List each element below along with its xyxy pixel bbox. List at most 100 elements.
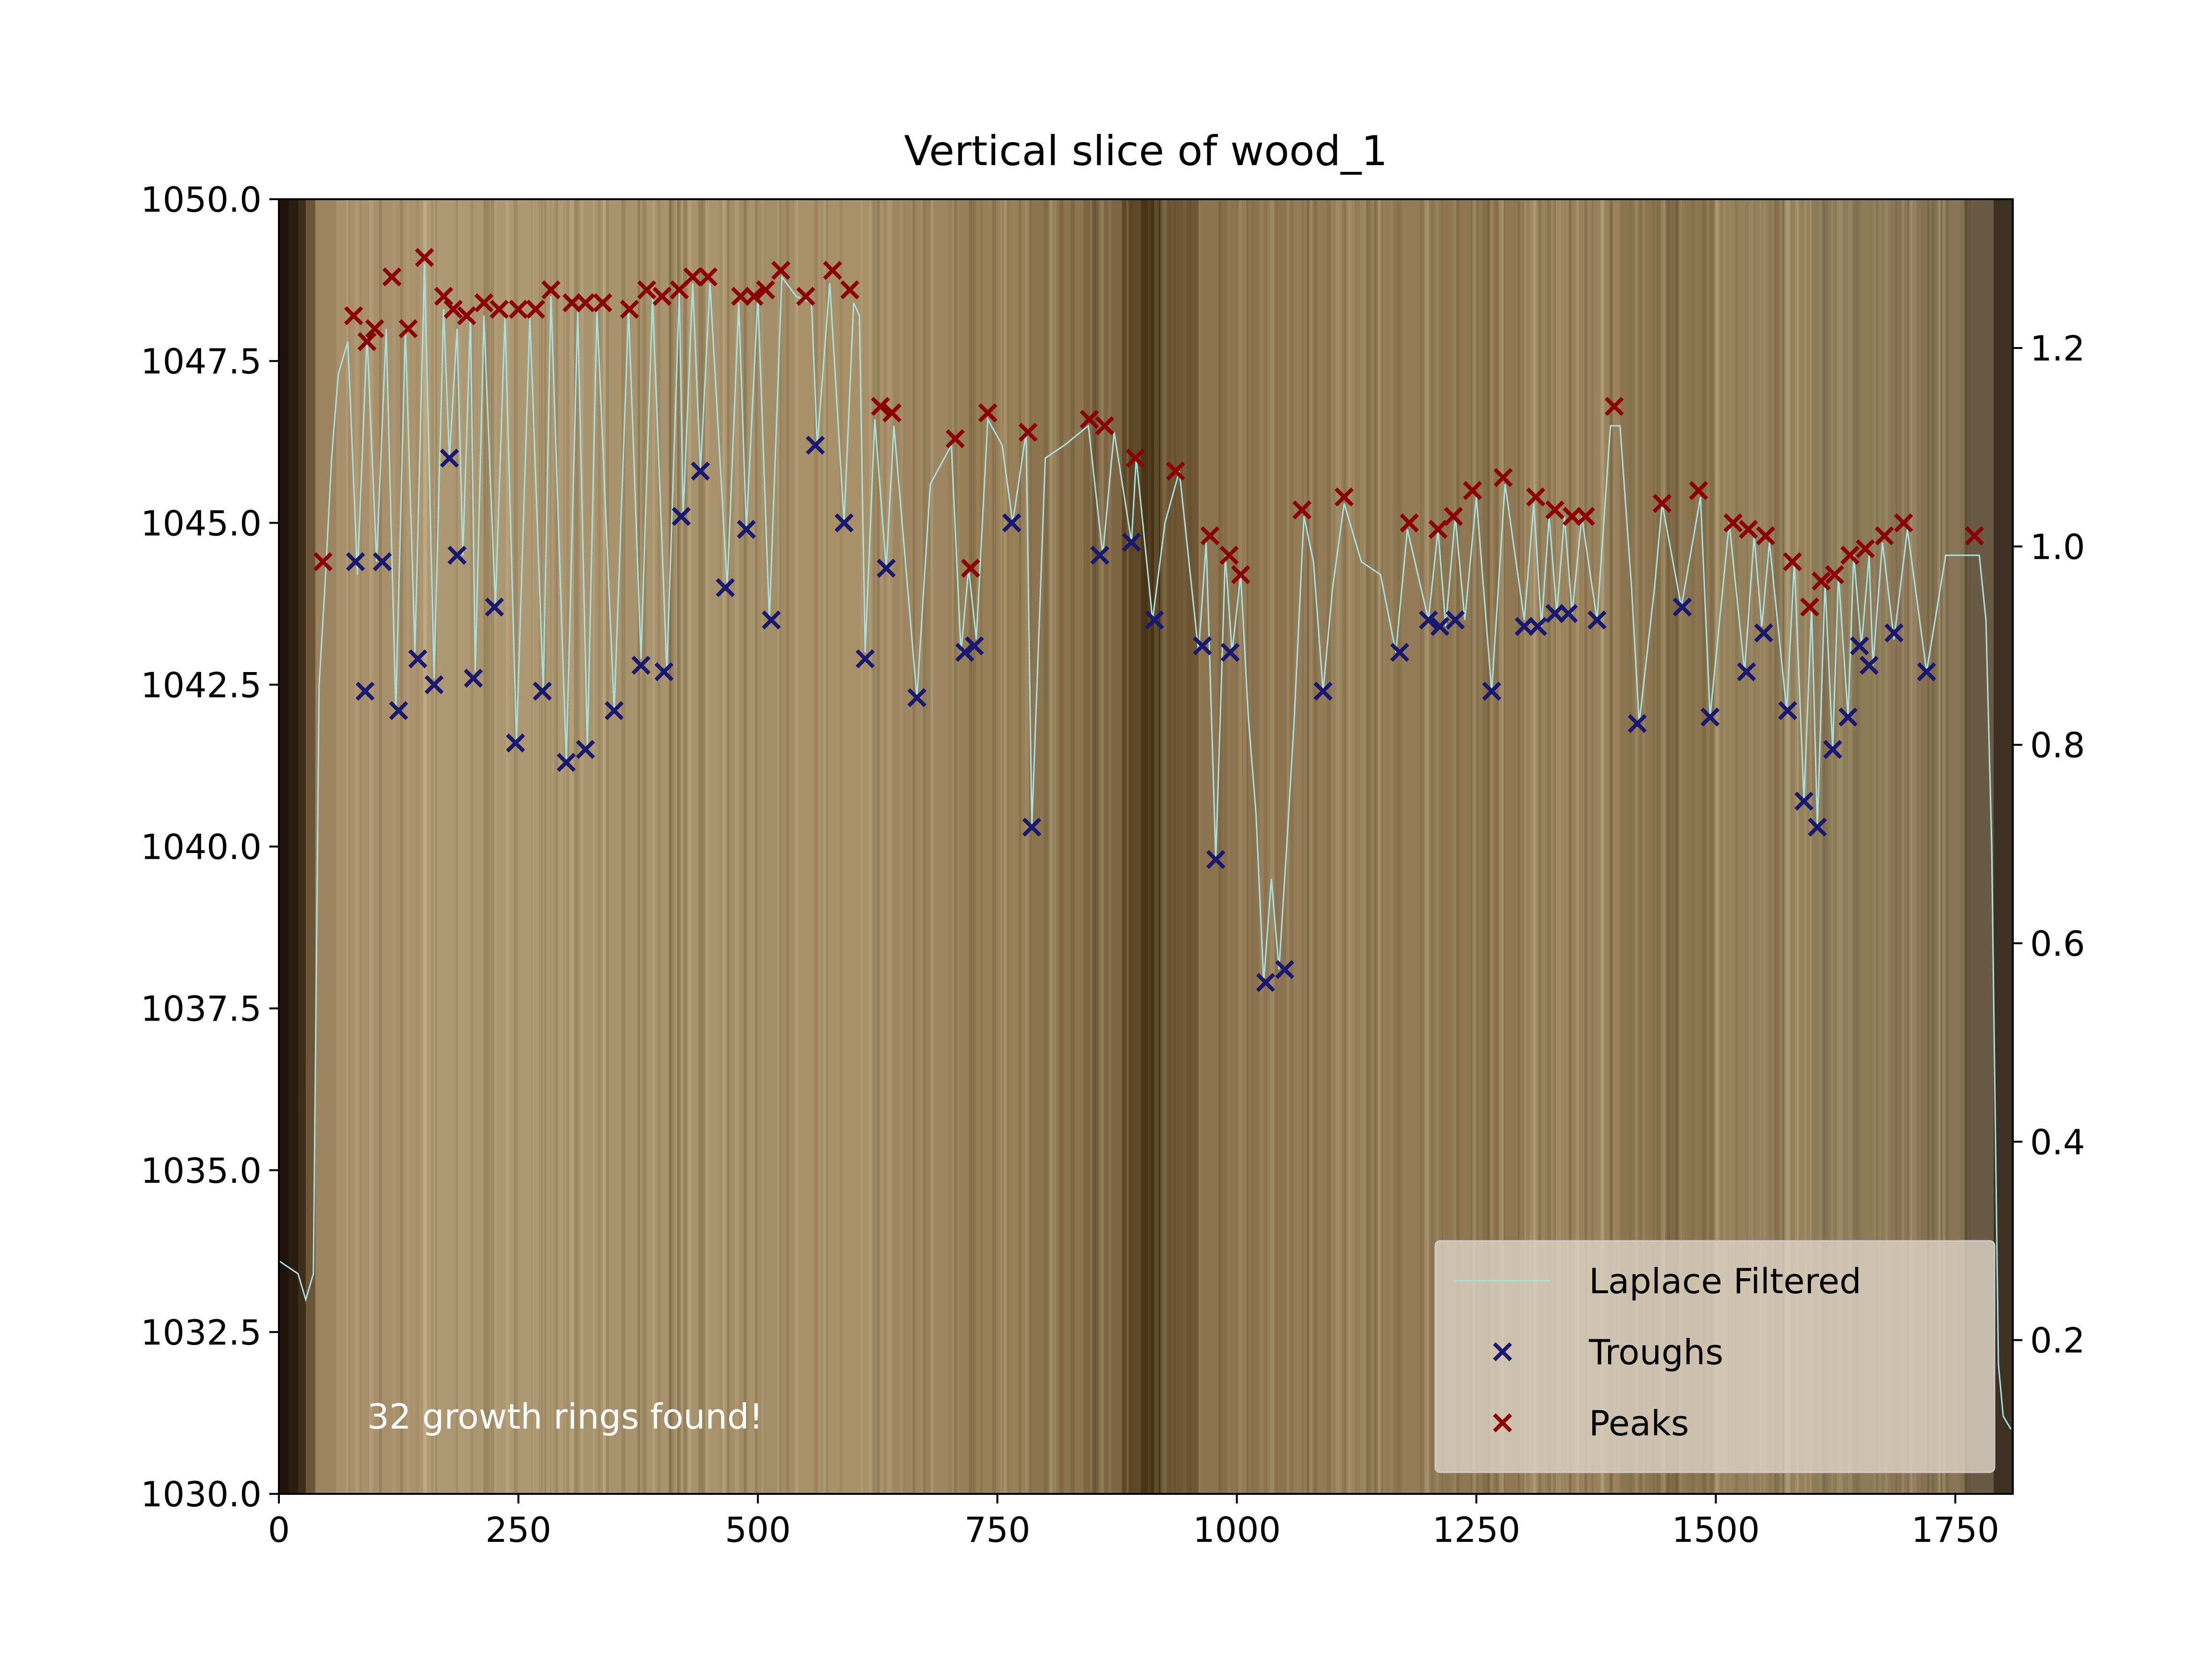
wood-grain-line bbox=[1856, 199, 1861, 1494]
trough-marker bbox=[907, 688, 926, 708]
wood-grain-line bbox=[491, 199, 494, 1494]
wood-grain-line bbox=[1782, 199, 1785, 1494]
y-tick-label: 1040.0 bbox=[141, 827, 262, 867]
peak-marker bbox=[444, 300, 463, 319]
peak-marker bbox=[1855, 539, 1875, 559]
wood-grain-line bbox=[1831, 199, 1834, 1494]
wood-grain-line bbox=[1157, 199, 1159, 1494]
wood-grain-line bbox=[1878, 199, 1882, 1494]
wood-stripe bbox=[422, 199, 567, 1494]
trough-marker bbox=[1917, 662, 1936, 682]
wood-grain-line bbox=[1372, 199, 1375, 1494]
trough-marker bbox=[964, 636, 984, 656]
wood-grain-line bbox=[1251, 199, 1256, 1494]
wood-grain-line bbox=[699, 199, 703, 1494]
wood-grain-line bbox=[559, 199, 563, 1494]
trough-marker bbox=[1419, 610, 1438, 630]
peak-marker bbox=[1018, 422, 1038, 442]
wood-grain-line bbox=[989, 199, 993, 1494]
wood-grain-line bbox=[1551, 199, 1555, 1494]
wood-grain-line bbox=[1049, 199, 1053, 1494]
wood-grain-line bbox=[1826, 199, 1828, 1494]
x-tick-label: 1250 bbox=[1432, 1510, 1520, 1550]
wood-grain-line bbox=[1343, 199, 1346, 1494]
trough-marker bbox=[1700, 707, 1720, 727]
wood-grain-line bbox=[598, 199, 601, 1494]
wood-grain-line bbox=[553, 199, 558, 1494]
wood-grain-line bbox=[431, 199, 435, 1494]
wood-grain-line bbox=[1422, 199, 1424, 1494]
wood-grain-line bbox=[491, 199, 492, 1494]
wood-grain-line bbox=[1747, 199, 1751, 1494]
wood-grain-line bbox=[1575, 199, 1579, 1494]
wood-grain-line bbox=[869, 199, 874, 1494]
wood-grain-line bbox=[637, 199, 640, 1494]
wood-grain-line bbox=[680, 199, 684, 1494]
wood-grain-line bbox=[1228, 199, 1231, 1494]
wood-grain-line bbox=[1270, 199, 1274, 1494]
wood-grain-line bbox=[1059, 199, 1064, 1494]
trough-marker bbox=[1808, 817, 1827, 837]
wood-grain-line bbox=[886, 199, 890, 1494]
peak-marker bbox=[683, 267, 702, 287]
y2-tick-label: 0.2 bbox=[2030, 1321, 2085, 1361]
trough-marker bbox=[1022, 817, 1042, 837]
peak-marker bbox=[771, 261, 791, 280]
peak-marker bbox=[1292, 500, 1312, 520]
wood-grain-line bbox=[1947, 199, 1949, 1494]
wood-grain-line bbox=[744, 199, 748, 1494]
wood-grain-line bbox=[1073, 199, 1075, 1494]
wood-grain-line bbox=[346, 199, 348, 1494]
y-tick-label: 1047.5 bbox=[141, 341, 262, 382]
peak-marker bbox=[756, 280, 775, 300]
trough-marker bbox=[1672, 597, 1692, 617]
x-tick-label: 750 bbox=[964, 1510, 1030, 1550]
wood-grain-line bbox=[479, 199, 481, 1494]
wood-grain-line bbox=[814, 199, 818, 1494]
wood-grain-line bbox=[532, 199, 536, 1494]
wood-grain-line bbox=[1538, 199, 1541, 1494]
wood-grain-line bbox=[429, 199, 431, 1494]
wood-grain-line bbox=[1940, 199, 1944, 1494]
wood-grain-line bbox=[1640, 199, 1643, 1494]
wood-grain-line bbox=[1004, 199, 1008, 1494]
wood-grain-line bbox=[819, 199, 821, 1494]
wood-grain-line bbox=[1784, 199, 1789, 1494]
trough-marker bbox=[855, 649, 875, 669]
wood-grain-line bbox=[1366, 199, 1368, 1494]
wood-grain-line bbox=[1474, 199, 1476, 1494]
wood-grain-line bbox=[1524, 199, 1526, 1494]
wood-grain-line bbox=[1475, 199, 1477, 1494]
wood-grain-line bbox=[1788, 199, 1790, 1494]
peak-marker bbox=[434, 287, 454, 306]
wood-grain-line bbox=[514, 199, 518, 1494]
wood-grain-line bbox=[402, 199, 405, 1494]
wood-grain-line bbox=[1529, 199, 1533, 1494]
wood-grain-line bbox=[1562, 199, 1564, 1494]
wood-grain-line bbox=[581, 199, 584, 1494]
trough-marker bbox=[424, 675, 444, 695]
wood-grain-line bbox=[1174, 199, 1177, 1494]
troughs-markers bbox=[346, 435, 1936, 992]
trough-marker bbox=[1313, 682, 1333, 701]
wood-stripe bbox=[1026, 199, 1084, 1494]
wood-grain-line bbox=[423, 199, 428, 1494]
wood-grain-line bbox=[514, 199, 518, 1494]
wood-grain-line bbox=[1273, 199, 1274, 1494]
wood-grain-line bbox=[1584, 199, 1587, 1494]
peak-marker bbox=[1840, 545, 1860, 565]
wood-grain-line bbox=[1628, 199, 1632, 1494]
wood-grain-line bbox=[1495, 199, 1499, 1494]
wood-grain-line bbox=[698, 199, 700, 1494]
wood-grain-line bbox=[574, 199, 577, 1494]
wood-grain-line bbox=[541, 199, 543, 1494]
wood-grain-line bbox=[1702, 199, 1707, 1494]
wood-grain-line bbox=[879, 199, 884, 1494]
wood-grain-line bbox=[1374, 199, 1379, 1494]
wood-grain-line bbox=[1254, 199, 1256, 1494]
trough-marker bbox=[447, 545, 467, 565]
wood-grain-line bbox=[751, 199, 756, 1494]
peak-marker bbox=[637, 280, 657, 300]
wood-grain-line bbox=[1822, 199, 1825, 1494]
wood-grain-line bbox=[1666, 199, 1671, 1494]
